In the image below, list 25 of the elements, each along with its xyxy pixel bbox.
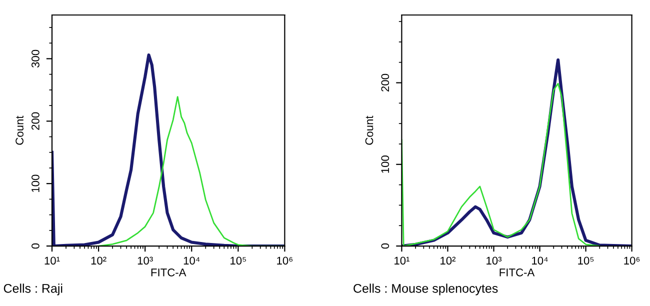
y-axis-title: Count [16,116,24,145]
x-tick-label: 10⁴ [532,256,548,265]
x-tick-label: 10¹ [394,256,410,265]
y-tick-label: 100 [381,156,390,173]
x-tick-label: 10² [440,256,456,265]
y-tick-label: 200 [32,112,40,130]
x-tick-label: 10⁶ [624,256,640,265]
y-tick-label: 0 [32,243,40,249]
x-tick-label: 10⁴ [184,256,200,265]
x-tick-label: 10⁵ [578,256,594,265]
text: Cells : Mouse splenocytes [354,284,498,296]
text: Cells : Raji [4,284,62,296]
x-tick-label: 10² [91,256,106,265]
x-axis-title: FITC-A [151,268,186,276]
x-tick-label: 10⁵ [230,256,246,265]
y-tick-label: 200 [381,74,390,92]
x-tick-label: 10⁶ [277,256,293,265]
x-tick-label: 10³ [486,256,502,265]
y-tick-label: 100 [32,174,40,192]
x-tick-label: 10¹ [44,256,60,265]
y-tick-label: 300 [32,50,40,68]
x-axis-title: FITC-A [500,268,535,276]
y-axis-title: Count [365,116,374,145]
x-tick-label: 10³ [138,256,153,265]
y-tick-label: 0 [381,243,390,249]
